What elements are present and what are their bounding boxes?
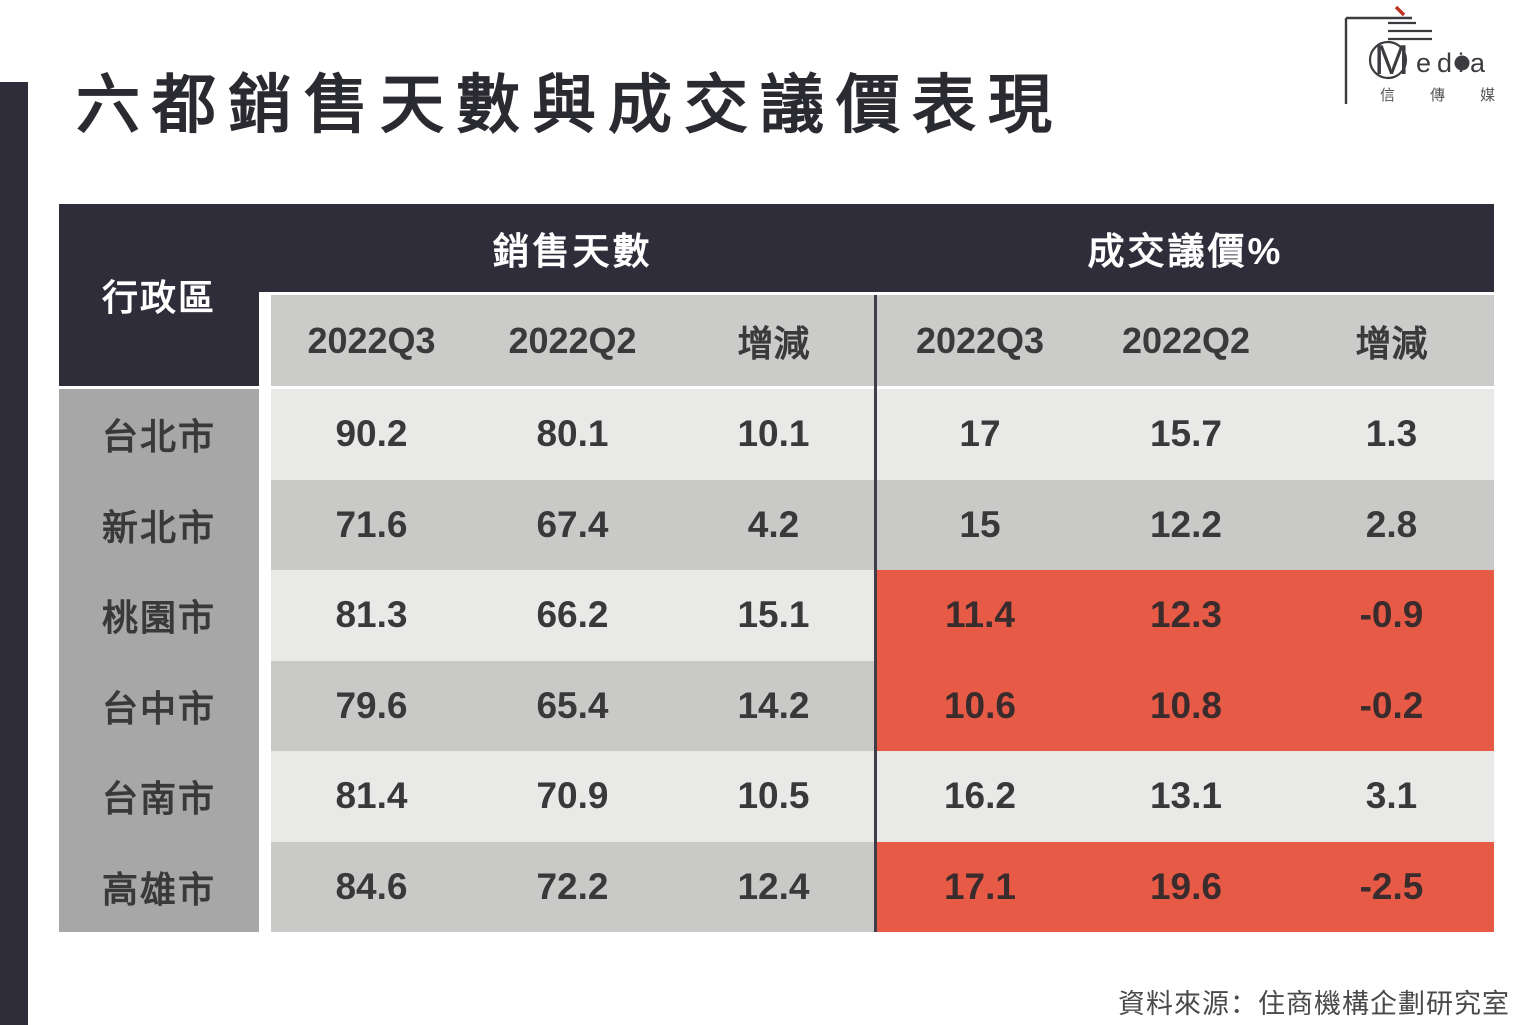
group-divider-line — [874, 295, 877, 932]
district-cell: 台北市 — [59, 389, 259, 480]
district-cell: 高雄市 — [59, 841, 259, 932]
table-cell: 80.1 — [472, 389, 673, 480]
district-cell: 桃園市 — [59, 570, 259, 661]
table-cell: -0.2 — [1289, 660, 1494, 751]
table-cell: 14.2 — [673, 660, 874, 751]
table-cell: 12.3 — [1083, 570, 1289, 661]
table-cell: 70.9 — [472, 751, 673, 842]
page-title: 六都銷售天數與成交議價表現 — [76, 69, 1064, 141]
subheader-sales-2022q3: 2022Q3 — [271, 295, 472, 386]
table-cell: 15 — [877, 479, 1083, 570]
group-header-negotiation: 成交議價% — [1087, 231, 1284, 272]
data-table: 行政區 銷售天數 成交議價% 2022Q3 2022Q2 增減 2022Q3 2… — [59, 204, 1494, 932]
table-cell: 15.7 — [1083, 389, 1289, 480]
subheader-nego-change: 增減 — [1289, 295, 1494, 386]
table-cell: -0.9 — [1289, 570, 1494, 661]
table-cell: 16.2 — [877, 751, 1083, 842]
logo-monogram: M — [1374, 36, 1409, 83]
table-cell: 10.6 — [877, 660, 1083, 751]
subheader-sales-2022q2: 2022Q2 — [472, 295, 673, 386]
table-cell: -2.5 — [1289, 841, 1494, 932]
table-cell: 72.2 — [472, 841, 673, 932]
left-accent-bar — [0, 82, 28, 1025]
table-cell: 79.6 — [271, 660, 472, 751]
table-cell: 3.1 — [1289, 751, 1494, 842]
table-cell: 17 — [877, 389, 1083, 480]
table-cell: 65.4 — [472, 660, 673, 751]
table-cell: 90.2 — [271, 389, 472, 480]
data-source-note: 資料來源：住商機構企劃研究室 — [1118, 989, 1510, 1019]
logo-subtitle-zh: 信傳媒 — [1380, 87, 1518, 104]
table-cell: 81.3 — [271, 570, 472, 661]
table-cell: 12.2 — [1083, 479, 1289, 570]
subheader-sales-change: 增減 — [673, 295, 874, 386]
district-cell: 台南市 — [59, 751, 259, 842]
table-cell: 1.3 — [1289, 389, 1494, 480]
table-cell: 84.6 — [271, 841, 472, 932]
table-cell: 10.5 — [673, 751, 874, 842]
table-cell: 2.8 — [1289, 479, 1494, 570]
logo-brand-text: edia — [1416, 48, 1491, 78]
table-cell: 67.4 — [472, 479, 673, 570]
cmmedia-logo-icon: M edia 信傳媒 — [1344, 5, 1518, 104]
table-header-band — [59, 204, 1494, 292]
table-cell: 71.6 — [271, 479, 472, 570]
table-cell: 17.1 — [877, 841, 1083, 932]
subheader-nego-2022q3: 2022Q3 — [877, 295, 1083, 386]
cmmedia-logo: M edia 信傳媒 — [1338, 4, 1518, 120]
table-cell: 19.6 — [1083, 841, 1289, 932]
table-cell: 12.4 — [673, 841, 874, 932]
table-cell: 15.1 — [673, 570, 874, 661]
column-header-district: 行政區 — [59, 204, 259, 386]
table-cell: 10.8 — [1083, 660, 1289, 751]
table-cell: 4.2 — [673, 479, 874, 570]
district-cell: 新北市 — [59, 479, 259, 570]
table-cell: 11.4 — [877, 570, 1083, 661]
subheader-nego-2022q2: 2022Q2 — [1083, 295, 1289, 386]
table-cell: 81.4 — [271, 751, 472, 842]
table-cell: 66.2 — [472, 570, 673, 661]
table-cell: 10.1 — [673, 389, 874, 480]
table-cell: 13.1 — [1083, 751, 1289, 842]
district-cell: 台中市 — [59, 660, 259, 751]
group-header-sales-days: 銷售天數 — [492, 231, 653, 272]
